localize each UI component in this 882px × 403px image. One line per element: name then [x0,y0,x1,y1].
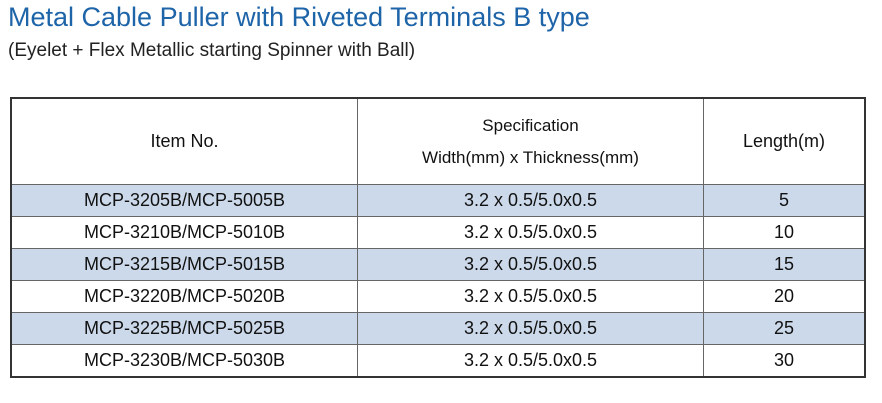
table-cell: MCP-3220B/MCP-5020B [10,280,358,313]
table-row: MCP-3205B/MCP-5005B 3.2 x 0.5/5.0x0.5 5 [10,184,866,217]
table-row: MCP-3220B/MCP-5020B 3.2 x 0.5/5.0x0.5 20 [10,280,866,313]
table-cell: 15 [703,248,866,281]
table-cell: 10 [703,216,866,249]
table-cell: MCP-3210B/MCP-5010B [10,216,358,249]
table-row: MCP-3210B/MCP-5010B 3.2 x 0.5/5.0x0.5 10 [10,216,866,249]
table-row: MCP-3225B/MCP-5025B 3.2 x 0.5/5.0x0.5 25 [10,312,866,345]
header-row: Item No. Specification Width(mm) x Thickn… [10,97,866,185]
table-cell: 3.2 x 0.5/5.0x0.5 [357,280,704,313]
subtitle: (Eyelet + Flex Metallic starting Spinner… [8,40,416,61]
column-header-text: Specification [482,115,579,135]
spec-table: Item No. Specification Width(mm) x Thickn… [10,97,866,378]
column-header: Specification Width(mm) x Thickness(mm) [357,97,704,185]
table-cell: 3.2 x 0.5/5.0x0.5 [357,248,704,281]
table-row: MCP-3215B/MCP-5015B 3.2 x 0.5/5.0x0.5 15 [10,248,866,281]
table-cell: 30 [703,344,866,378]
table-cell: MCP-3205B/MCP-5005B [10,184,358,217]
table-cell: MCP-3225B/MCP-5025B [10,312,358,345]
table-cell: 3.2 x 0.5/5.0x0.5 [357,216,704,249]
table-body: MCP-3205B/MCP-5005B 3.2 x 0.5/5.0x0.5 5 MCP… [10,184,866,378]
table-cell: MCP-3215B/MCP-5015B [10,248,358,281]
title: Metal Cable Puller with Riveted Terminal… [8,2,590,32]
table-cell: 25 [703,312,866,345]
table-cell: 3.2 x 0.5/5.0x0.5 [357,312,704,345]
table-cell: 5 [703,184,866,217]
table-cell: 3.2 x 0.5/5.0x0.5 [357,184,704,217]
column-header: Length(m) [703,97,866,185]
table-cell: 20 [703,280,866,313]
column-header: Item No. [10,97,358,185]
column-subheader: Width(mm) x Thickness(mm) [422,147,639,167]
table-row: MCP-3230B/MCP-5030B 3.2 x 0.5/5.0x0.5 30 [10,344,866,378]
table-cell: 3.2 x 0.5/5.0x0.5 [357,344,704,378]
table-cell: MCP-3230B/MCP-5030B [10,344,358,378]
